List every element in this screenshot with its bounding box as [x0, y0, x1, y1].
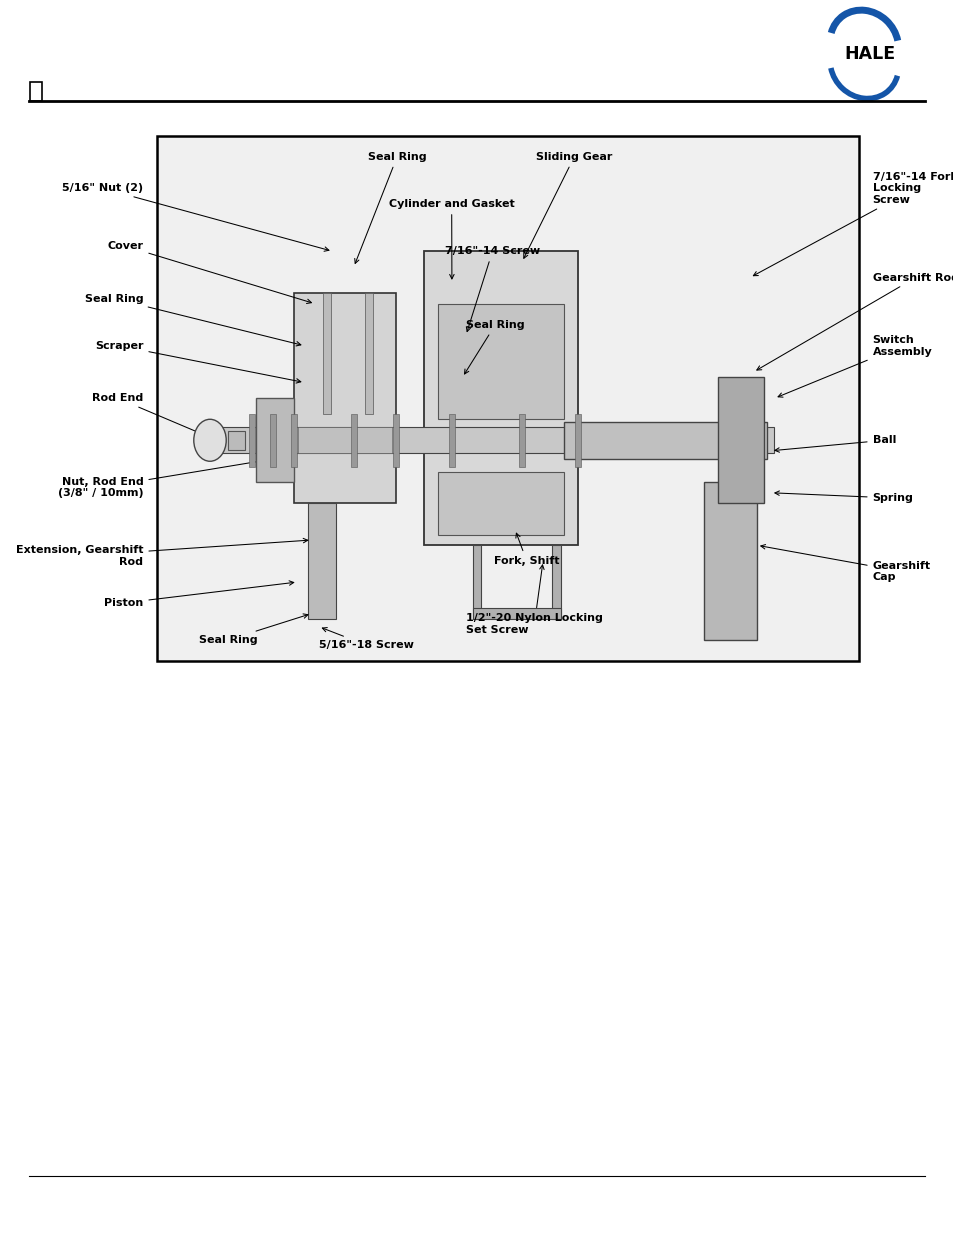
Bar	[718, 378, 763, 504]
Bar	[297, 427, 392, 453]
Text: Seal Ring: Seal Ring	[85, 294, 300, 346]
Text: Gearshift
Cap: Gearshift Cap	[760, 545, 930, 582]
Text: 1/2"-20 Nylon Locking
Set Screw: 1/2"-20 Nylon Locking Set Screw	[465, 564, 602, 635]
Text: Fork, Shift: Fork, Shift	[494, 534, 558, 566]
Text: Cover: Cover	[108, 241, 311, 304]
Bar	[575, 414, 580, 467]
Text: Scraper: Scraper	[94, 341, 300, 383]
Text: 7/16"-14 Fork
Locking
Screw: 7/16"-14 Fork Locking Screw	[753, 172, 953, 275]
Text: 7/16"-14 Screw: 7/16"-14 Screw	[444, 246, 539, 331]
Bar	[199, 427, 774, 453]
Bar	[437, 472, 563, 535]
Bar	[255, 398, 294, 483]
Text: Piston: Piston	[104, 580, 294, 608]
Bar	[563, 422, 766, 458]
Text: Ball: Ball	[774, 435, 895, 452]
Text: Nut, Rod End
(3/8" / 10mm): Nut, Rod End (3/8" / 10mm)	[58, 461, 254, 498]
Text: 5/16"-18 Screw: 5/16"-18 Screw	[318, 627, 413, 650]
Text: 5/16" Nut (2): 5/16" Nut (2)	[62, 183, 329, 251]
Bar	[157, 136, 858, 661]
Bar	[294, 294, 395, 504]
Bar	[449, 414, 455, 467]
Text: Switch
Assembly: Switch Assembly	[778, 335, 931, 398]
Bar	[351, 414, 356, 467]
Bar	[227, 431, 245, 450]
Bar	[322, 294, 331, 414]
Bar	[437, 304, 563, 420]
Bar	[291, 414, 296, 467]
Text: Seal Ring: Seal Ring	[355, 152, 426, 263]
Text: HALE: HALE	[843, 46, 895, 63]
Bar	[473, 608, 560, 619]
Bar	[473, 546, 481, 619]
Text: Rod End: Rod End	[92, 393, 213, 440]
Bar	[270, 414, 275, 467]
Bar	[365, 294, 373, 414]
Text: Sliding Gear: Sliding Gear	[523, 152, 612, 258]
Text: Extension, Gearshift
Rod: Extension, Gearshift Rod	[16, 538, 308, 567]
Text: Gearshift Rod: Gearshift Rod	[756, 273, 953, 370]
Bar	[30, 82, 42, 101]
Bar	[249, 414, 254, 467]
Bar	[393, 414, 398, 467]
Bar	[552, 546, 560, 619]
Text: Spring: Spring	[774, 490, 913, 503]
Circle shape	[193, 420, 226, 462]
Text: Cylinder and Gasket: Cylinder and Gasket	[389, 199, 514, 279]
Bar	[518, 414, 524, 467]
Text: Seal Ring: Seal Ring	[464, 320, 524, 374]
Bar	[423, 252, 578, 546]
Bar	[703, 482, 756, 640]
Text: Seal Ring: Seal Ring	[199, 614, 308, 645]
Bar	[308, 504, 335, 619]
